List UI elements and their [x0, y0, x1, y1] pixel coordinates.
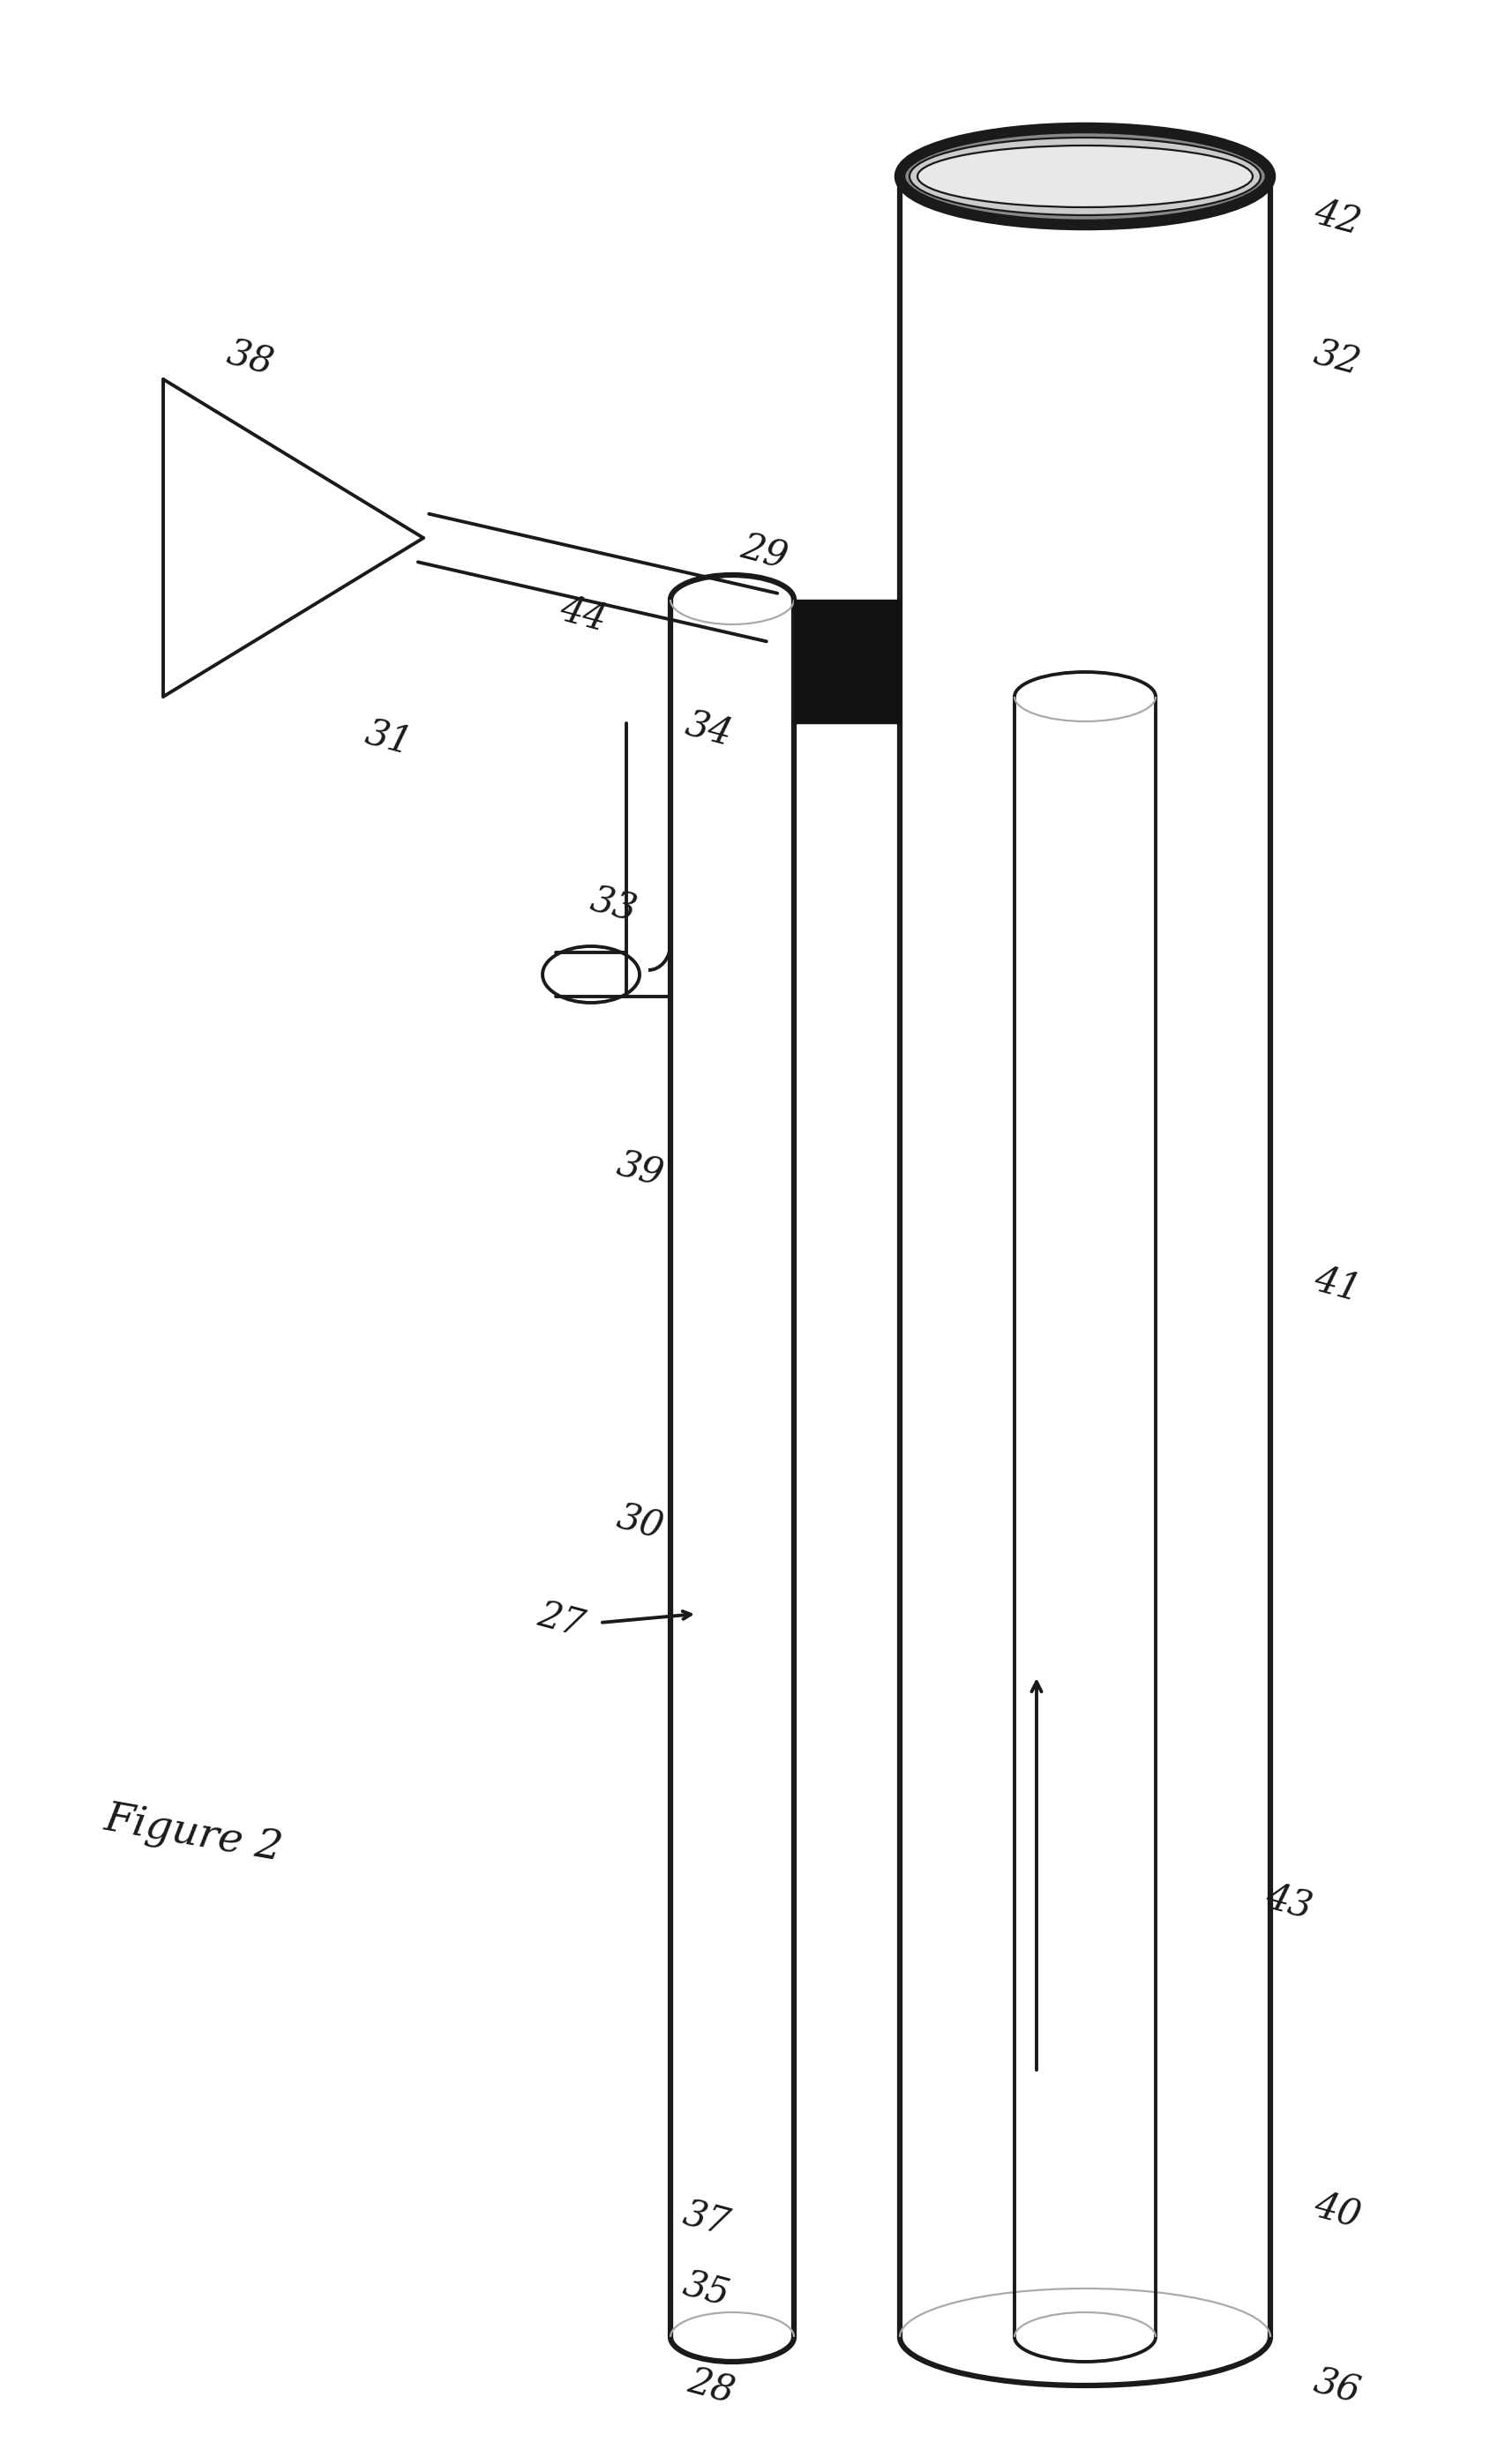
Text: 32: 32 — [1310, 335, 1365, 382]
Text: 37: 37 — [679, 2195, 733, 2245]
Text: 42: 42 — [1310, 195, 1365, 241]
Text: 35: 35 — [679, 2267, 733, 2314]
Ellipse shape — [918, 145, 1253, 207]
Text: 28: 28 — [684, 2363, 738, 2412]
Text: 36: 36 — [1310, 2363, 1365, 2412]
Text: Figure 2: Figure 2 — [101, 1799, 286, 1870]
Text: 29: 29 — [736, 530, 791, 577]
Text: 27: 27 — [533, 1597, 589, 1643]
Text: 31: 31 — [361, 715, 416, 761]
Text: 38: 38 — [223, 335, 277, 382]
Text: 34: 34 — [681, 705, 736, 754]
Text: 40: 40 — [1310, 2188, 1365, 2235]
Text: 41: 41 — [1310, 1262, 1365, 1308]
Ellipse shape — [909, 138, 1261, 214]
Text: 39: 39 — [612, 1146, 668, 1195]
Text: 30: 30 — [612, 1498, 668, 1547]
Ellipse shape — [900, 128, 1271, 224]
Text: 44: 44 — [556, 591, 609, 638]
Text: 43: 43 — [1261, 1878, 1316, 1927]
Bar — [794, 599, 900, 722]
Text: 33: 33 — [586, 882, 641, 929]
